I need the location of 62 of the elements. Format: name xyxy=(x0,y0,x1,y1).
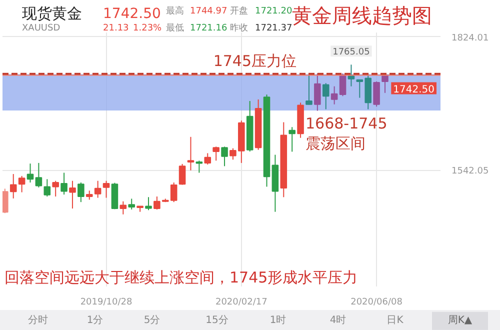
x-tick-label: 2020/02/17 xyxy=(215,298,268,308)
annotation: 1721.37 xyxy=(255,24,292,36)
annotation: 21.13 xyxy=(103,22,129,36)
candlestick xyxy=(2,188,8,214)
text: 1744.97 xyxy=(190,6,228,18)
chart-title: 黄金周线趋势图 xyxy=(292,2,432,30)
annotation: 1765.05 xyxy=(332,48,370,58)
annotation: 最低 xyxy=(166,22,184,36)
text: 最高 xyxy=(166,6,184,18)
candlestick xyxy=(52,180,59,197)
x-tick-label: 2020/06/08 xyxy=(350,298,403,308)
candlestick xyxy=(94,180,102,198)
candlestick xyxy=(322,82,330,110)
annotation: 回落空间远远大于继续上涨空间，1745形成水平压力 xyxy=(4,268,358,286)
text: 周K▲ xyxy=(432,312,488,330)
candlestick xyxy=(204,152,212,166)
ref-line-label: 1745压力位 xyxy=(213,52,297,70)
text: 1742.50 xyxy=(103,5,161,24)
candlestick xyxy=(102,180,110,198)
candlestick xyxy=(196,160,203,174)
candlestick xyxy=(26,163,34,183)
candlestick xyxy=(314,72,321,112)
candlestick xyxy=(35,162,42,188)
y-tick-label: 1542.05 xyxy=(452,166,489,177)
candlestick xyxy=(128,198,136,210)
text: 分时 xyxy=(10,312,66,330)
y-tick-label: 1824.01 xyxy=(452,33,489,44)
annotation: 昨收 xyxy=(230,22,248,36)
text: 15分 xyxy=(189,312,245,330)
candlestick xyxy=(120,200,127,215)
candlestick xyxy=(69,180,76,210)
candlestick xyxy=(212,146,220,162)
text: 5分 xyxy=(124,312,180,330)
candlestick xyxy=(86,190,93,200)
text: 1721.20 xyxy=(255,6,292,17)
x-tick-label: 2019/10/28 xyxy=(80,298,132,308)
candlestick xyxy=(18,175,26,193)
candlestick xyxy=(373,80,380,108)
text: 1分 xyxy=(67,312,123,330)
candlestick xyxy=(339,72,346,97)
candlestick xyxy=(170,182,178,203)
candlestick xyxy=(178,163,186,186)
candlestick xyxy=(187,136,194,171)
ref-line-label: 1742.50 xyxy=(393,84,435,96)
candlestick xyxy=(154,196,160,210)
band-label: 1668-1745 震荡区间 xyxy=(306,114,388,152)
candlestick xyxy=(44,178,51,197)
annotation: 1721.16 xyxy=(190,22,228,36)
candlestick xyxy=(10,174,17,199)
candlestick xyxy=(78,182,84,203)
candlestick xyxy=(288,126,296,152)
text: 1时 xyxy=(250,312,306,330)
text: 现货黄金 xyxy=(22,3,82,24)
annotation: XAUUSD xyxy=(22,22,60,36)
text: 开盘 xyxy=(230,6,248,18)
text: 4时 xyxy=(310,312,366,330)
annotation: 1.23% xyxy=(133,22,162,36)
text: 日K xyxy=(367,312,423,330)
candlestick xyxy=(145,196,152,211)
candlestick xyxy=(221,146,228,167)
candlestick xyxy=(330,86,338,105)
candlestick xyxy=(60,172,68,196)
